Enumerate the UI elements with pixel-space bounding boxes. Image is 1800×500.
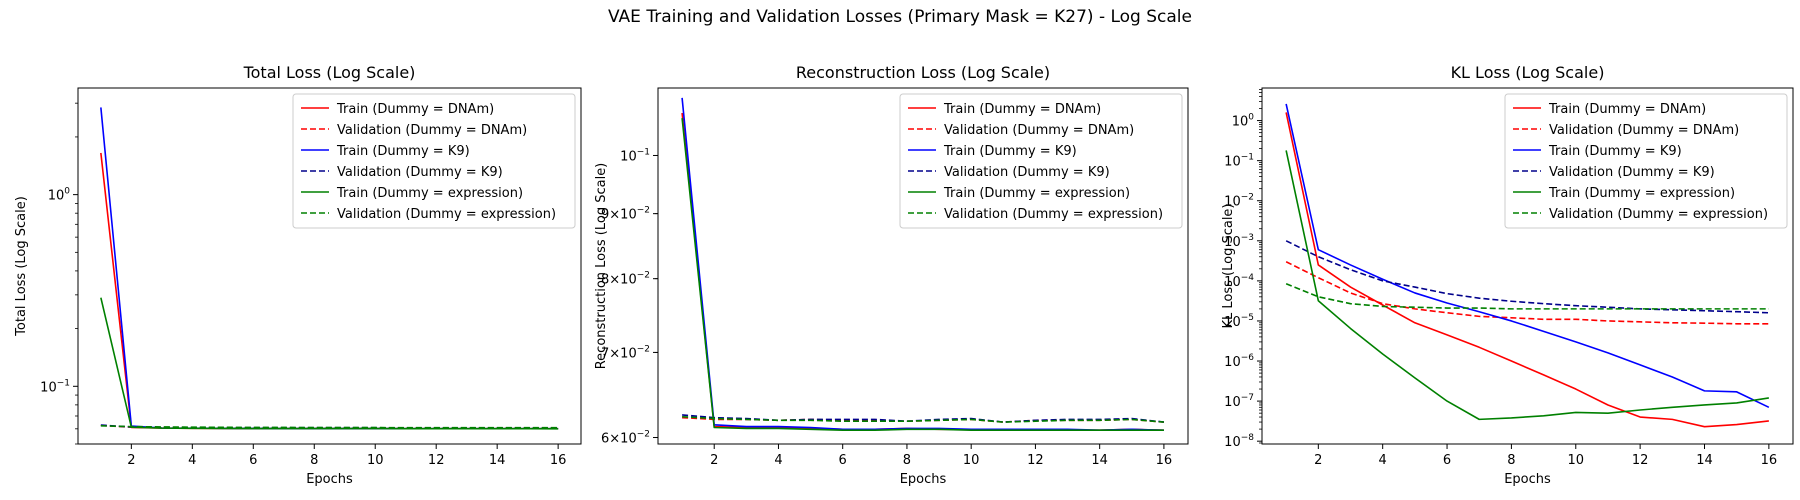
kl-loss-legend-entry: Train (Dummy = expression) (1548, 186, 1735, 201)
kl-loss-title: KL Loss (Log Scale) (1451, 63, 1605, 82)
kl-loss-legend-entry: Train (Dummy = DNAm) (1548, 102, 1706, 117)
total-loss-axes-frame (77, 87, 582, 445)
kl-loss-legend-entry: Train (Dummy = K9) (1548, 144, 1682, 159)
total-loss-y-tick-label: 100 (48, 187, 71, 204)
kl-loss-y-tick-label: 10−3 (1224, 233, 1254, 250)
total-loss-x-axis-label: Epochs (306, 472, 353, 487)
total-loss-series-line-4 (100, 297, 559, 430)
reconstruction-loss-y-tick-label: 6×10−2 (601, 430, 650, 447)
kl-loss-series-group (1285, 103, 1770, 428)
total-loss-x-tick-label: 16 (550, 453, 567, 468)
total-loss-x-tick-label: 6 (249, 453, 257, 468)
kl-loss-y-tick-label: 10−7 (1224, 393, 1254, 410)
reconstruction-loss-legend-entry: Validation (Dummy = K9) (944, 165, 1110, 180)
total-loss-legend-entry: Train (Dummy = K9) (336, 144, 470, 159)
kl-loss-y-tick-label: 10−6 (1224, 353, 1254, 370)
reconstruction-loss-y-tick-label: 10−1 (620, 147, 650, 164)
panel-reconstruction-loss: Reconstruction Loss (Log Scale) 2 4 6 8 10 12 1… (594, 63, 1189, 487)
kl-loss-y-tick-label: 10−2 (1224, 193, 1254, 210)
reconstruction-loss-x-tick-label: 14 (1091, 453, 1108, 468)
total-loss-title: Total Loss (Log Scale) (243, 63, 416, 82)
total-loss-legend-entry: Validation (Dummy = expression) (337, 207, 556, 222)
kl-loss-y-tick-label: 10−8 (1224, 433, 1254, 450)
reconstruction-loss-series-group (681, 97, 1164, 432)
total-loss-x-tick-label: 8 (310, 453, 318, 468)
reconstruction-loss-legend-entry: Validation (Dummy = expression) (944, 207, 1163, 222)
reconstruction-loss-legend (899, 93, 1183, 229)
kl-loss-series-line-0 (1285, 112, 1769, 428)
kl-loss-x-axis-label: Epochs (1504, 472, 1551, 487)
reconstruction-loss-y-tick-label: 8×10−2 (601, 271, 650, 288)
reconstruction-loss-legend-entry: Validation (Dummy = DNAm) (944, 123, 1134, 138)
kl-loss-y-tick-label: 10−5 (1224, 313, 1254, 330)
total-loss-legend-entry: Validation (Dummy = DNAm) (337, 123, 527, 138)
total-loss-y-axis-label: Total Loss (Log Scale) (14, 196, 29, 337)
reconstruction-loss-x-tick-label: 10 (963, 453, 980, 468)
kl-loss-x-tick-label: 10 (1567, 453, 1584, 468)
reconstruction-loss-legend-entry: Train (Dummy = DNAm) (943, 102, 1101, 117)
reconstruction-loss-y-tick-label: 9×10−2 (601, 206, 650, 223)
total-loss-x-tick-label: 2 (127, 453, 135, 468)
reconstruction-loss-series-line-5 (682, 415, 1164, 423)
figure-title: VAE Training and Validation Losses (Prim… (608, 7, 1192, 27)
reconstruction-loss-x-tick-label: 8 (903, 453, 911, 468)
reconstruction-loss-x-tick-label: 16 (1156, 453, 1173, 468)
panel-kl-loss: KL Loss (Log Scale) 2 4 6 8 10 12 14 16 10−8 10−7 1… (1221, 63, 1794, 487)
kl-loss-x-tick-label: 12 (1632, 453, 1649, 468)
reconstruction-loss-title: Reconstruction Loss (Log Scale) (796, 63, 1050, 82)
kl-loss-series-line-5 (1285, 282, 1769, 310)
reconstruction-loss-x-axis-label: Epochs (900, 472, 947, 487)
kl-loss-legend-entry: Validation (Dummy = expression) (1549, 207, 1768, 222)
kl-loss-x-tick-label: 14 (1696, 453, 1713, 468)
kl-loss-legend-entry: Validation (Dummy = K9) (1549, 165, 1715, 180)
kl-loss-axes-frame (1261, 87, 1794, 445)
total-loss-series-group (100, 107, 559, 430)
reconstruction-loss-legend-entry: Train (Dummy = K9) (943, 144, 1077, 159)
kl-loss-x-tick-label: 16 (1761, 453, 1778, 468)
kl-loss-y-tick-label: 10−4 (1224, 273, 1254, 290)
kl-loss-x-tick-label: 8 (1507, 453, 1515, 468)
kl-loss-series-line-2 (1285, 103, 1770, 409)
reconstruction-loss-y-tick-label: 7×10−2 (601, 344, 650, 361)
total-loss-y-tick-label: 10−1 (40, 378, 70, 395)
total-loss-x-tick-label: 12 (428, 453, 445, 468)
total-loss-legend-entry: Validation (Dummy = K9) (337, 165, 503, 180)
kl-loss-legend-entry: Validation (Dummy = DNAm) (1549, 123, 1739, 138)
total-loss-series-line-5 (100, 425, 559, 429)
total-loss-legend (292, 93, 576, 229)
panel-total-loss: Total Loss (Log Scale) 2 4 6 8 10 12 14 16 10−1 10… (14, 63, 582, 487)
kl-loss-legend (1504, 93, 1788, 229)
kl-loss-x-tick-label: 6 (1443, 453, 1451, 468)
kl-loss-x-tick-label: 4 (1379, 453, 1387, 468)
reconstruction-loss-x-tick-label: 6 (839, 453, 847, 468)
reconstruction-loss-x-tick-label: 4 (774, 453, 782, 468)
kl-loss-y-axis-label: KL Loss (Log Scale) (1221, 203, 1236, 328)
total-loss-legend-entry: Train (Dummy = DNAm) (336, 102, 494, 117)
total-loss-legend-entry: Train (Dummy = expression) (336, 186, 523, 201)
reconstruction-loss-series-line-4 (681, 118, 1164, 432)
reconstruction-loss-axes-frame (657, 87, 1189, 445)
reconstruction-loss-x-tick-label: 12 (1027, 453, 1044, 468)
total-loss-x-tick-label: 14 (489, 453, 506, 468)
kl-loss-series-line-4 (1285, 150, 1769, 421)
reconstruction-loss-x-tick-label: 2 (710, 453, 718, 468)
kl-loss-x-tick-label: 2 (1314, 453, 1322, 468)
kl-loss-y-tick-label: 100 (1232, 113, 1255, 130)
kl-loss-y-tick-label: 10−1 (1224, 153, 1254, 170)
reconstruction-loss-y-axis-label: Reconstruction Loss (Log Scale) (594, 163, 609, 370)
total-loss-x-tick-label: 4 (188, 453, 196, 468)
total-loss-x-tick-label: 10 (367, 453, 384, 468)
reconstruction-loss-legend-entry: Train (Dummy = expression) (943, 186, 1130, 201)
